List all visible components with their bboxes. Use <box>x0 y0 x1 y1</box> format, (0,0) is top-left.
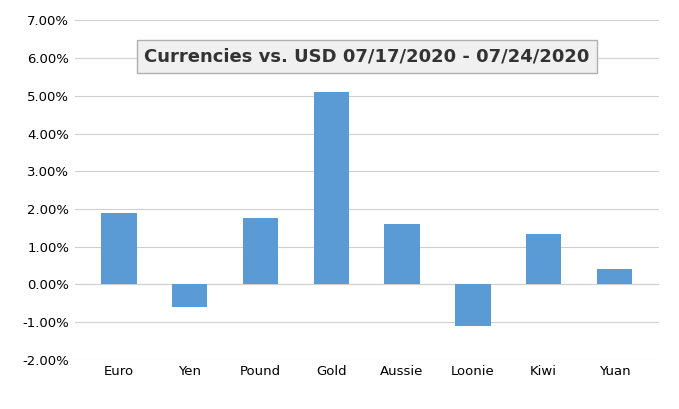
Bar <box>597 270 632 285</box>
Bar <box>172 285 207 307</box>
Bar <box>526 234 562 285</box>
Bar <box>243 218 278 285</box>
Bar <box>384 224 420 285</box>
Bar <box>314 92 349 285</box>
Text: Currencies vs. USD 07/17/2020 - 07/24/2020: Currencies vs. USD 07/17/2020 - 07/24/20… <box>144 47 589 65</box>
Bar <box>455 285 490 326</box>
Bar <box>101 213 136 285</box>
